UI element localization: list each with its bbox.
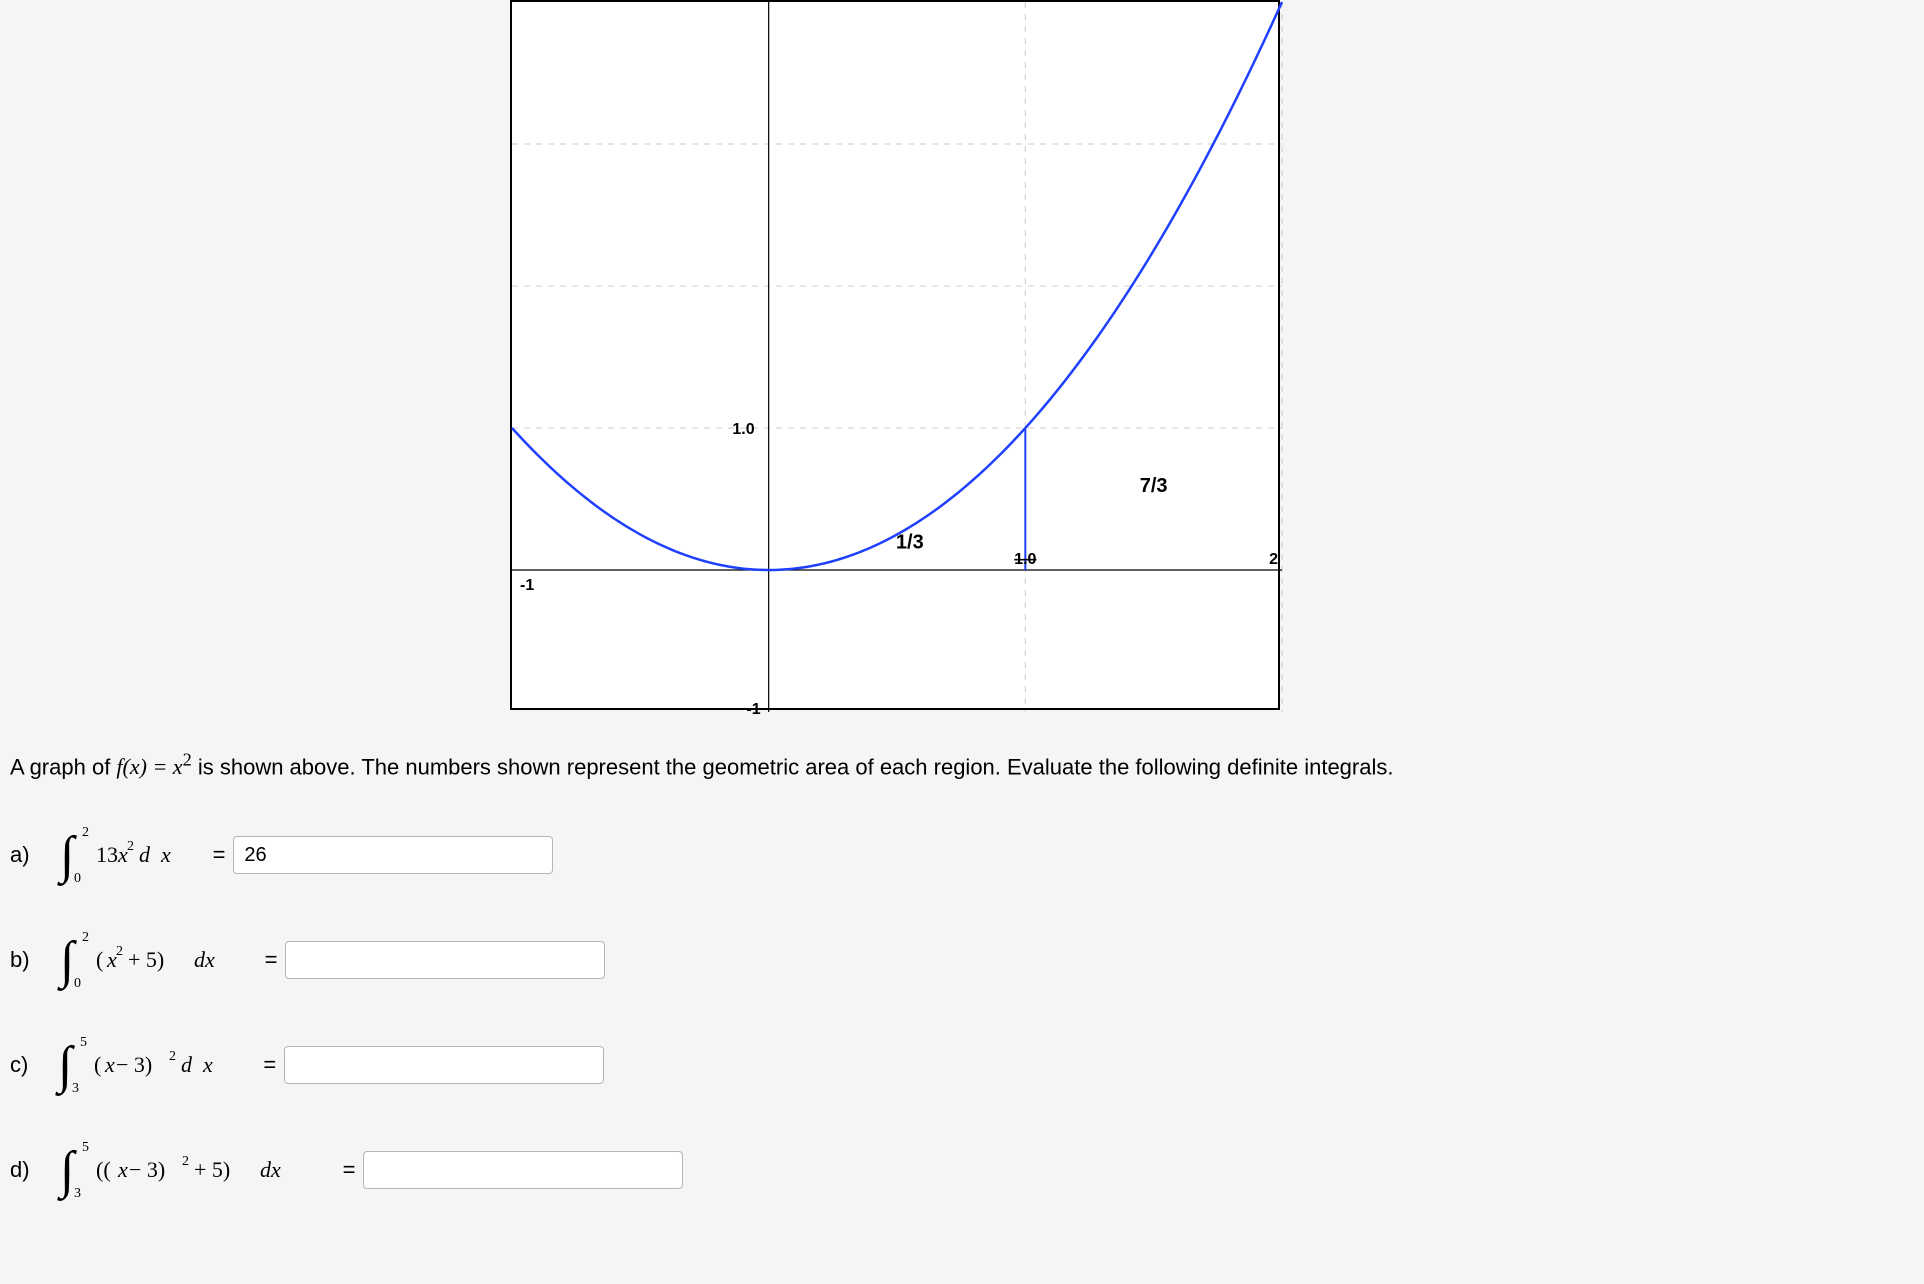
answer-input[interactable] xyxy=(363,1151,683,1189)
svg-text:2: 2 xyxy=(182,1154,189,1169)
svg-text:((: (( xyxy=(96,1157,111,1182)
region-area-label: 7/3 xyxy=(1140,475,1168,497)
svg-text:0: 0 xyxy=(74,871,81,886)
svg-text:3: 3 xyxy=(74,1186,81,1201)
problem-row: b)∫20(x2 + 5) dx= xyxy=(10,925,605,995)
problem-row: c)∫53(x − 3)2 dx= xyxy=(10,1030,604,1100)
svg-text:(: ( xyxy=(96,947,103,972)
region-area-label: 1/3 xyxy=(896,532,924,554)
svg-text:+ 5): + 5) xyxy=(128,947,164,972)
svg-text:(: ( xyxy=(94,1052,101,1077)
answer-input[interactable] xyxy=(284,1046,604,1084)
question-text: A graph of f(x) = x2 is shown above. The… xyxy=(10,750,1393,780)
svg-text:x: x xyxy=(202,1052,213,1077)
svg-text:x: x xyxy=(270,1157,281,1182)
integral-expression: ∫53(x − 3)2 dx xyxy=(36,1030,259,1100)
svg-text:1.0: 1.0 xyxy=(1014,551,1036,568)
svg-text:-1: -1 xyxy=(746,701,760,718)
integral-expression: ∫53((x − 3)2 + 5) dx xyxy=(38,1135,339,1205)
svg-text:2: 2 xyxy=(82,825,89,840)
integral-expression: ∫20(x2 + 5) dx xyxy=(38,925,261,995)
svg-text:− 3): − 3) xyxy=(116,1052,152,1077)
svg-text:3: 3 xyxy=(72,1081,79,1096)
svg-text:1.0: 1.0 xyxy=(732,421,754,438)
equals-sign: = xyxy=(343,1157,356,1183)
svg-text:2: 2 xyxy=(127,839,134,854)
chart-svg: -12-11.01.01/37/3 xyxy=(512,2,1282,712)
problem-label: a) xyxy=(10,842,30,868)
svg-text:− 3): − 3) xyxy=(129,1157,165,1182)
svg-text:d: d xyxy=(139,842,151,867)
svg-text:2: 2 xyxy=(169,1049,176,1064)
svg-text:x: x xyxy=(104,1052,115,1077)
equals-sign: = xyxy=(263,1052,276,1078)
equals-sign: = xyxy=(265,947,278,973)
svg-text:5: 5 xyxy=(82,1140,89,1155)
function-expression: f(x) = x2 xyxy=(116,754,191,779)
svg-text:d: d xyxy=(181,1052,193,1077)
problem-row: a)∫2013x2 dx= xyxy=(10,820,553,890)
svg-text:2: 2 xyxy=(82,930,89,945)
equals-sign: = xyxy=(213,842,226,868)
svg-text:5: 5 xyxy=(80,1035,87,1050)
svg-text:13: 13 xyxy=(96,842,118,867)
svg-text:2: 2 xyxy=(116,944,123,959)
svg-text:0: 0 xyxy=(74,976,81,991)
svg-text:-1: -1 xyxy=(520,577,534,594)
answer-input[interactable] xyxy=(285,941,605,979)
problem-row: d)∫53((x − 3)2 + 5) dx= xyxy=(10,1135,683,1205)
problem-label: c) xyxy=(10,1052,28,1078)
integral-expression: ∫2013x2 dx xyxy=(38,820,209,890)
svg-text:x: x xyxy=(204,947,215,972)
svg-text:+ 5): + 5) xyxy=(194,1157,230,1182)
problem-label: b) xyxy=(10,947,30,973)
svg-text:2: 2 xyxy=(1269,551,1278,568)
svg-text:x: x xyxy=(160,842,171,867)
problem-label: d) xyxy=(10,1157,30,1183)
answer-input[interactable] xyxy=(233,836,553,874)
graph-plot: -12-11.01.01/37/3 xyxy=(510,0,1280,710)
svg-text:x: x xyxy=(117,1157,128,1182)
